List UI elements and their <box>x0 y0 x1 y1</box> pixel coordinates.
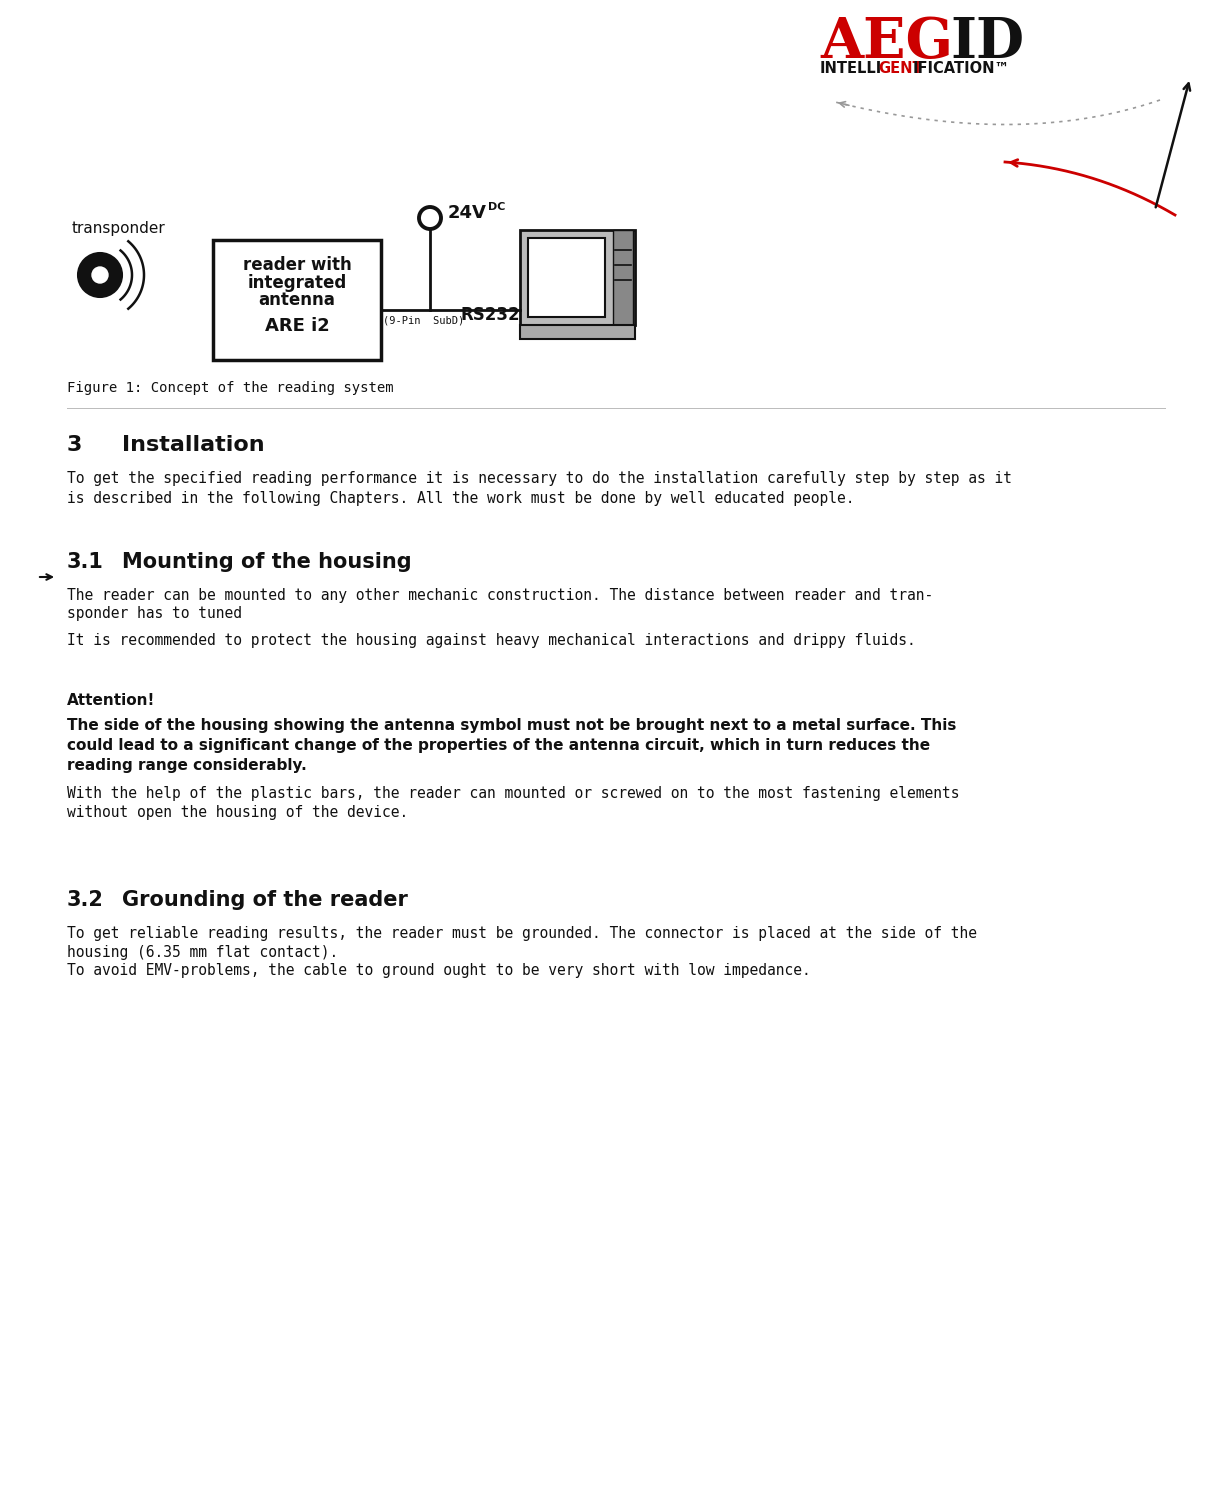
FancyBboxPatch shape <box>519 325 635 339</box>
Circle shape <box>78 253 122 297</box>
FancyBboxPatch shape <box>528 238 604 316</box>
Text: 3: 3 <box>66 435 82 456</box>
Text: To get reliable reading results, the reader must be grounded. The connector is p: To get reliable reading results, the rea… <box>66 925 977 940</box>
Text: Grounding of the reader: Grounding of the reader <box>122 890 407 910</box>
FancyBboxPatch shape <box>613 229 633 325</box>
Text: Figure 1: Concept of the reading system: Figure 1: Concept of the reading system <box>66 381 394 396</box>
Text: RS232: RS232 <box>460 306 519 324</box>
Text: It is recommended to protect the housing against heavy mechanical interactions a: It is recommended to protect the housing… <box>66 633 916 648</box>
Text: 3.1: 3.1 <box>66 552 103 573</box>
FancyBboxPatch shape <box>213 240 382 360</box>
Text: Mounting of the housing: Mounting of the housing <box>122 552 411 573</box>
Circle shape <box>92 267 108 283</box>
Text: could lead to a significant change of the properties of the antenna circuit, whi: could lead to a significant change of th… <box>66 738 931 752</box>
Text: Installation: Installation <box>122 435 265 456</box>
Text: DC: DC <box>487 202 506 211</box>
Text: antenna: antenna <box>259 291 335 309</box>
Text: is described in the following Chapters. All the work must be done by well educat: is described in the following Chapters. … <box>66 490 854 505</box>
Text: integrated: integrated <box>247 274 347 292</box>
Text: The side of the housing showing the antenna symbol must not be brought next to a: The side of the housing showing the ante… <box>66 718 956 733</box>
Text: ARE i2: ARE i2 <box>265 316 330 334</box>
Text: With the help of the plastic bars, the reader can mounted or screwed on to the m: With the help of the plastic bars, the r… <box>66 785 959 800</box>
Text: To get the specified reading performance it is necessary to do the installation : To get the specified reading performance… <box>66 471 1012 486</box>
Text: ID: ID <box>950 15 1024 69</box>
Text: 3.2: 3.2 <box>66 890 103 910</box>
Text: The reader can be mounted to any other mechanic construction. The distance betwe: The reader can be mounted to any other m… <box>66 588 933 603</box>
Text: reading range considerably.: reading range considerably. <box>66 757 307 772</box>
Text: Attention!: Attention! <box>66 693 155 708</box>
Text: To avoid EMV-problems, the cable to ground ought to be very short with low imped: To avoid EMV-problems, the cable to grou… <box>66 962 811 977</box>
Text: GENT: GENT <box>878 60 922 75</box>
Text: transponder: transponder <box>71 220 165 235</box>
Text: INTELLI: INTELLI <box>820 60 883 75</box>
FancyBboxPatch shape <box>519 229 635 325</box>
Text: reader with: reader with <box>243 256 351 274</box>
Text: sponder has to tuned: sponder has to tuned <box>66 606 243 621</box>
Text: housing (6.35 mm flat contact).: housing (6.35 mm flat contact). <box>66 944 339 959</box>
Text: without open the housing of the device.: without open the housing of the device. <box>66 805 409 820</box>
Text: (9-Pin  SubD): (9-Pin SubD) <box>383 315 464 325</box>
Text: 24V: 24V <box>448 204 487 222</box>
Text: IFICATION™: IFICATION™ <box>913 60 1011 75</box>
Text: AEG: AEG <box>820 15 953 69</box>
